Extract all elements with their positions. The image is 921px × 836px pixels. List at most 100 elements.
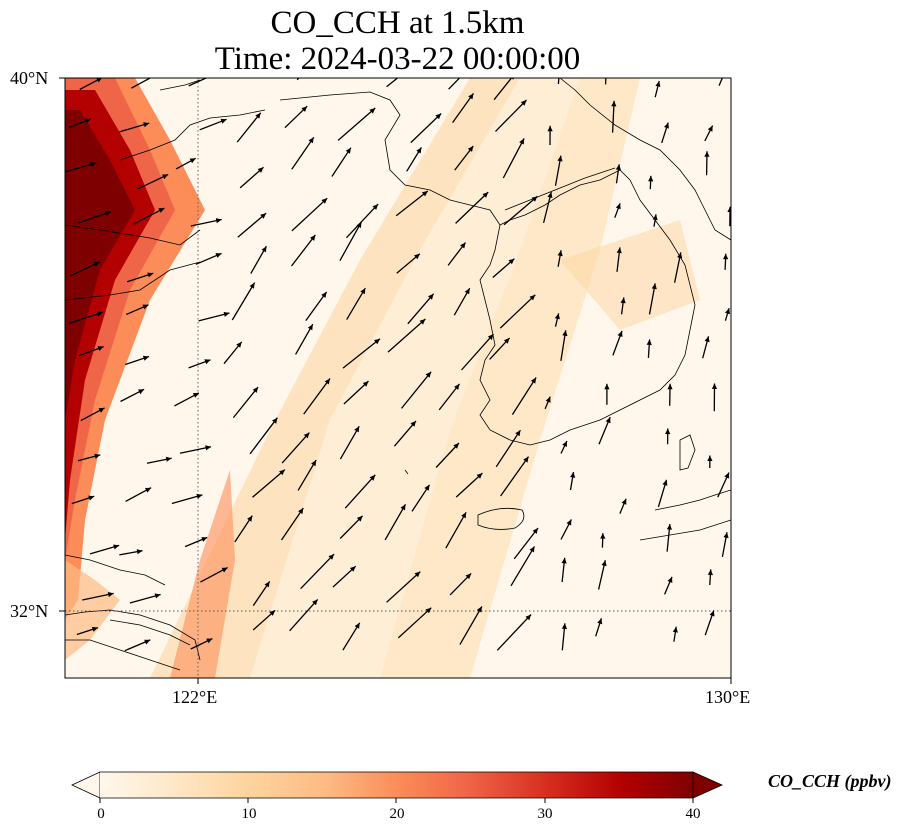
wind-arrow-shaft [231,282,256,321]
wind-arrow-shaft [407,293,435,325]
wind-arrow-shaft [495,429,521,468]
wind-arrow-head [709,610,715,617]
wind-arrow-head [147,272,154,278]
wind-arrow-head [303,432,310,439]
wind-arrow-head [354,622,360,629]
wind-arrow-head [410,420,416,427]
wind-arrow-shaft [502,138,525,179]
wind-arrow-head [604,383,610,390]
wind-arrow-head [91,626,98,632]
wind-arrow-head [96,78,102,83]
wind-arrow-head [324,378,330,385]
wind-arrow-head [354,426,360,433]
lat-label-32n: 32°N [10,601,49,621]
wind-arrow-head [220,118,227,124]
wind-arrow-head [724,63,729,69]
wind-arrow-shaft [236,112,262,143]
wind-arrow-head [279,469,285,476]
wind-arrow-head [600,533,606,539]
wind-arrow-head [558,57,563,63]
wind-arrow-head [711,383,718,389]
wind-arrow-head [667,576,673,583]
wind-arrow-head [454,383,460,390]
wind-arrow-shaft [252,469,286,498]
lon-label-122e: 122°E [172,687,218,707]
wind-arrow-head [545,396,551,403]
wind-arrow-shaft [232,386,259,419]
wind-arrow-head [349,566,356,572]
wind-arrow-head [196,493,203,499]
wind-arrow-shaft [499,294,536,329]
colorbar [71,771,723,803]
wind-arrow-head [311,460,317,467]
wind-arrow-shaft [400,371,432,409]
wind-arrow-head [508,258,515,265]
wind-arrow-shaft [137,173,169,190]
wind-arrow-head [310,234,316,241]
wind-arrow-head [136,549,143,555]
wind-arrow-head [356,221,362,228]
wind-arrow-head [142,304,149,310]
wind-arrow-head [570,472,576,478]
wind-arrow-shaft [496,614,532,651]
wind-arrow-head [213,72,219,77]
wind-arrow-shaft [459,606,483,645]
wind-arrow-head [162,174,169,180]
gridlines [65,78,731,678]
wind-arrow-head [90,162,97,167]
wind-arrow-shaft [455,191,489,224]
wind-arrow-head [321,291,327,298]
wind-arrow-head [707,125,713,132]
wind-arrow-head [189,158,196,164]
wind-arrow-shaft [337,107,376,141]
colorbar-tick-0: 0 [97,806,105,822]
wind-arrow-shaft [130,78,152,89]
wind-arrow-shaft [280,507,304,541]
wind-arrow-shaft [281,432,310,464]
wind-arrow-head [261,246,267,253]
wind-arrow-head [249,282,255,289]
wind-arrow-shaft [384,503,407,541]
wind-arrow-head [158,208,165,213]
wind-arrow-head [97,346,104,351]
wind-arrow-shaft [289,598,319,632]
wind-arrow-head [301,106,308,112]
wind-arrow-head [646,339,652,346]
wind-arrow-shaft [291,136,315,170]
wind-arrow-head [414,253,420,260]
wind-arrow-head [467,146,474,152]
wind-arrow-head [215,218,222,224]
wind-arrow-head [664,122,669,129]
wind-arrow-head [604,54,609,60]
wind-arrow-head [317,51,323,57]
wind-arrow-head [515,430,521,437]
colorbar-tick-40: 40 [685,806,701,822]
map-title-line2: Time: 2024-03-22 00:00:00 [214,41,581,77]
wind-arrow-head [400,504,406,511]
colorbar-gradient [100,772,693,798]
wind-arrow-head [562,441,567,447]
wind-arrow-shaft [435,442,460,468]
wind-arrow-head [651,283,657,290]
wind-arrow-head [264,581,270,588]
wind-arrow-head [406,67,412,73]
wind-arrow-shaft [188,78,208,87]
wind-arrow-head [260,52,266,58]
wind-arrow-shaft [297,459,317,491]
wind-arrow-head [724,472,730,479]
wind-arrow-head [648,175,654,182]
axis-ticks [59,77,732,684]
wind-arrow-shaft [296,78,300,81]
wind-arrow-head [94,453,101,459]
wind-arrow-head [144,639,151,645]
wind-arrow-shaft [386,571,421,603]
wind-arrow-head [566,519,572,526]
wind-arrow-head [615,203,621,210]
wind-arrow-shaft [339,425,360,460]
wind-arrow-head [421,191,428,197]
wind-arrow-head [308,137,314,144]
wind-arrow-head [428,293,434,300]
wind-arrow-shaft [452,93,475,123]
wind-arrow-head [138,389,145,395]
wind-arrow-head [425,607,432,614]
